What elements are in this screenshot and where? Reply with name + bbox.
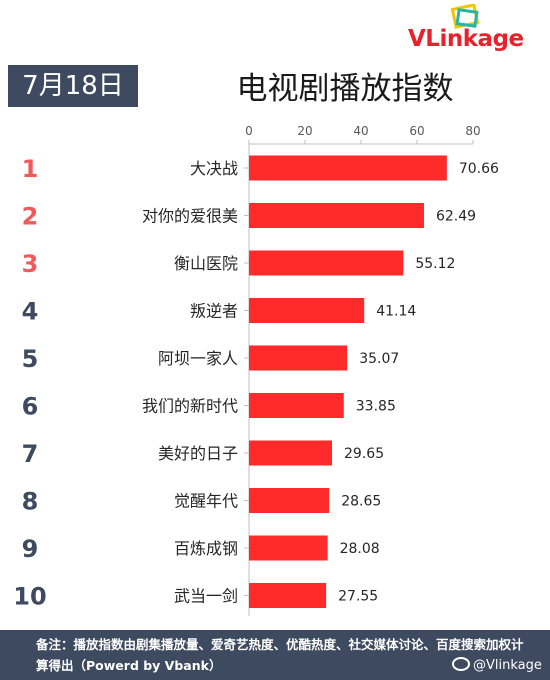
rank-number: 8 bbox=[22, 488, 39, 516]
bar bbox=[249, 203, 424, 228]
rank-number: 6 bbox=[22, 393, 39, 421]
rank-number: 1 bbox=[22, 155, 39, 183]
footer-banner: 备注：播放指数由剧集播放量、爱奇艺热度、优酷热度、社交媒体讨论、百度搜索加权计算… bbox=[0, 630, 550, 680]
rank-number: 7 bbox=[22, 440, 39, 468]
value-label: 28.65 bbox=[341, 494, 381, 510]
bar bbox=[249, 298, 365, 323]
bar bbox=[249, 440, 333, 466]
category-label: 百炼成钢 bbox=[174, 539, 238, 558]
vlinkage-logo: VLinkage bbox=[408, 4, 544, 54]
value-label: 55.12 bbox=[415, 256, 455, 272]
footer-note: 备注：播放指数由剧集播放量、爱奇艺热度、优酷热度、社交媒体讨论、百度搜索加权计算… bbox=[36, 637, 524, 673]
weibo-handle: @Vlinkage bbox=[473, 658, 542, 673]
category-label: 叛逆者 bbox=[190, 302, 238, 321]
value-label: 62.49 bbox=[436, 209, 476, 225]
rank-number: 2 bbox=[22, 203, 39, 231]
rank-number: 9 bbox=[22, 535, 39, 563]
category-label: 衡山医院 bbox=[174, 254, 238, 273]
category-label: 觉醒年代 bbox=[174, 492, 238, 511]
value-label: 41.14 bbox=[376, 304, 416, 320]
logo-frame-icon bbox=[450, 4, 480, 29]
weibo-watermark: @Vlinkage bbox=[452, 656, 542, 676]
value-label: 27.55 bbox=[338, 589, 378, 605]
bar bbox=[249, 250, 404, 276]
x-tick-label: 0 bbox=[245, 124, 253, 138]
date-badge: 7月18日 bbox=[8, 65, 138, 107]
rank-number: 10 bbox=[13, 583, 46, 611]
value-label: 29.65 bbox=[344, 446, 384, 462]
category-label: 我们的新时代 bbox=[142, 397, 238, 416]
chart-title: 电视剧播放指数 bbox=[236, 71, 454, 107]
value-label: 28.08 bbox=[340, 541, 380, 557]
x-tick-label: 60 bbox=[409, 124, 424, 138]
category-label: 大决战 bbox=[190, 159, 238, 178]
rank-number: 3 bbox=[22, 250, 39, 278]
logo-wordmark: VLinkage bbox=[408, 26, 524, 52]
rank-number: 4 bbox=[22, 298, 39, 326]
weibo-icon bbox=[452, 657, 470, 671]
x-tick-label: 20 bbox=[297, 124, 312, 138]
category-label: 对你的爱很美 bbox=[142, 207, 238, 226]
bar bbox=[249, 488, 330, 513]
bar bbox=[249, 345, 348, 371]
bar bbox=[249, 155, 447, 181]
x-tick-label: 40 bbox=[353, 124, 368, 138]
bar bbox=[249, 535, 328, 561]
x-tick-label: 80 bbox=[465, 124, 480, 138]
bar bbox=[249, 583, 327, 608]
bar-chart: 0 20 40 60 80 1 大决战 70.66 2 对你的爱很美 62.49 3 衡山医院 55.12… bbox=[13, 124, 499, 616]
category-label: 武当一剑 bbox=[174, 587, 238, 606]
value-label: 35.07 bbox=[359, 351, 399, 367]
category-label: 美好的日子 bbox=[158, 444, 238, 463]
value-label: 70.66 bbox=[459, 161, 499, 177]
rank-number: 5 bbox=[22, 345, 39, 373]
bar bbox=[249, 393, 344, 418]
value-label: 33.85 bbox=[356, 399, 396, 415]
category-label: 阿坝一家人 bbox=[158, 349, 238, 368]
